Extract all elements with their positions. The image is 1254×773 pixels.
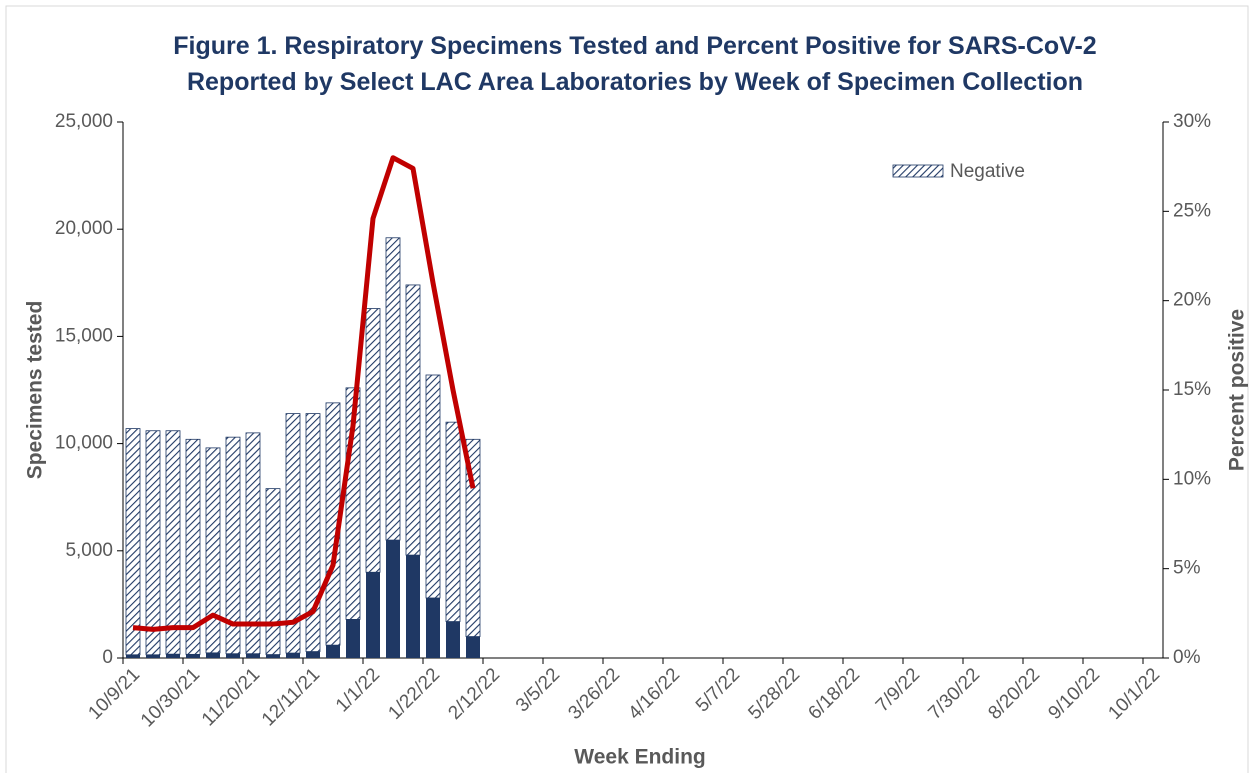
- bar: [205, 447, 221, 654]
- y-tick-label: 10,000: [55, 433, 113, 454]
- bar: [445, 421, 461, 622]
- bar: [166, 654, 180, 658]
- x-tick-label: 7/30/22: [924, 664, 984, 724]
- bar: [265, 488, 281, 655]
- bar: [406, 555, 420, 658]
- x-tick-label: 5/7/22: [692, 664, 744, 716]
- x-tick-label: 8/20/22: [984, 664, 1044, 724]
- bar: [146, 654, 160, 658]
- bar: [226, 653, 240, 658]
- y2-tick-label: 25%: [1173, 200, 1211, 221]
- bar: [285, 413, 301, 654]
- y2-tick-label: 20%: [1173, 290, 1211, 311]
- bar: [266, 654, 280, 658]
- legend-swatch: [892, 164, 944, 178]
- bar: [186, 654, 200, 658]
- bar: [125, 428, 141, 656]
- bar: [425, 374, 441, 599]
- x-tick-label: 11/20/21: [198, 664, 264, 730]
- y-tick-label: 5,000: [65, 540, 113, 561]
- bar: [165, 430, 181, 655]
- x-axis-label: Week Ending: [574, 746, 705, 769]
- x-tick-label: 6/18/22: [804, 664, 864, 724]
- x-tick-label: 3/26/22: [564, 664, 624, 724]
- x-tick-label: 3/5/22: [512, 664, 564, 716]
- y-tick-label: 20,000: [55, 218, 113, 239]
- bar: [426, 597, 440, 658]
- x-tick-label: 12/11/21: [258, 664, 324, 730]
- x-tick-label: 9/10/22: [1044, 664, 1104, 724]
- y2-axis-label: Percent positive: [1226, 309, 1249, 471]
- x-tick-label: 7/9/22: [872, 664, 924, 716]
- x-tick-label: 10/9/21: [84, 664, 144, 724]
- bar: [245, 432, 261, 655]
- y-tick-label: 0: [102, 647, 113, 668]
- y-tick-label: 25,000: [55, 111, 113, 132]
- x-tick-label: 2/12/22: [444, 664, 504, 724]
- bar: [305, 413, 321, 652]
- bar: [225, 436, 241, 655]
- x-tick-label: 1/1/22: [332, 664, 384, 716]
- bar: [405, 284, 421, 556]
- y2-tick-label: 10%: [1173, 468, 1211, 489]
- x-tick-label: 10/30/21: [137, 664, 204, 731]
- x-tick-label: 1/22/22: [384, 664, 444, 724]
- bar: [385, 237, 401, 541]
- chart-border: [5, 5, 1249, 773]
- y2-tick-label: 5%: [1173, 558, 1201, 579]
- bar: [446, 621, 460, 658]
- y2-tick-label: 15%: [1173, 379, 1211, 400]
- legend-label: Negative: [950, 161, 1025, 182]
- bar: [326, 645, 340, 658]
- bar: [286, 653, 300, 658]
- bar: [366, 572, 380, 658]
- bar: [365, 308, 381, 573]
- bar: [346, 619, 360, 658]
- y-tick-label: 15,000: [55, 325, 113, 346]
- x-tick-label: 5/28/22: [744, 664, 804, 724]
- bar: [126, 654, 140, 658]
- y2-tick-label: 0%: [1173, 647, 1201, 668]
- y-axis-label: Specimens tested: [24, 301, 47, 480]
- bar: [246, 653, 260, 658]
- bar: [466, 636, 480, 658]
- bar: [386, 540, 400, 658]
- bar: [206, 652, 220, 658]
- x-tick-label: 4/16/22: [624, 664, 684, 724]
- bar: [145, 430, 161, 656]
- bar: [306, 651, 320, 658]
- y2-tick-label: 30%: [1173, 111, 1211, 132]
- line: [132, 155, 476, 632]
- chart-title: Figure 1. Respiratory Specimens Tested a…: [173, 32, 1097, 96]
- bar: [185, 438, 201, 655]
- x-tick-label: 10/1/22: [1104, 664, 1164, 724]
- bar: [465, 438, 481, 637]
